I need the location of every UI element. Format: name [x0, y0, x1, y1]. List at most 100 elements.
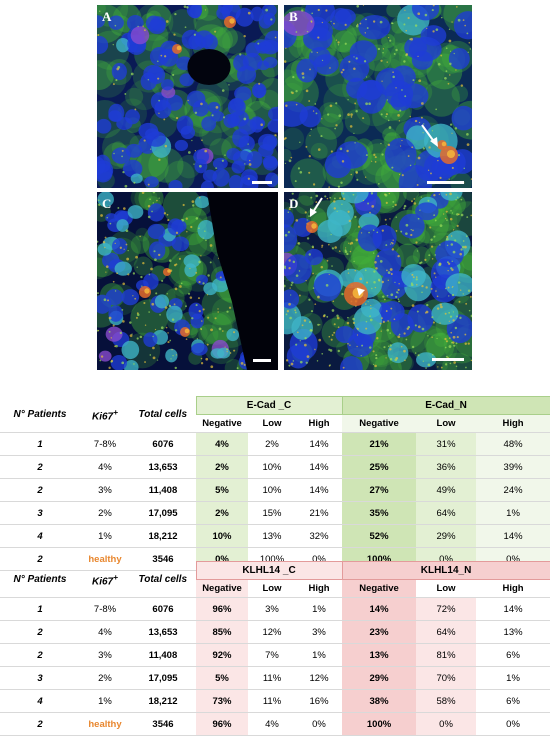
c-low-cell: 11% [248, 666, 296, 690]
c-high-cell: 1% [296, 597, 343, 621]
n-high-cell: 39% [476, 455, 550, 479]
n-low-cell: 36% [416, 455, 477, 479]
micrograph-b [284, 5, 472, 188]
c-low-cell: 15% [248, 501, 296, 525]
arrow-icon [310, 197, 323, 217]
patients-cell: 2 [0, 620, 80, 644]
ki67-cell: 4% [80, 620, 130, 644]
arrowhead-icon [357, 288, 365, 296]
col-header-patients: N° Patients [0, 561, 80, 598]
c-negative-cell: 73% [196, 689, 248, 713]
col-header-ki67: Ki67+ [80, 561, 130, 598]
n-negative-cell: 100% [342, 712, 417, 736]
micrograph-panel-b: B [284, 5, 472, 188]
patients-cell: 3 [0, 666, 80, 690]
scale-bar-b [427, 181, 464, 184]
ki67-cell: 7-8% [80, 597, 130, 621]
patients-cell: 3 [0, 501, 80, 525]
n-low-cell: 64% [416, 620, 477, 644]
total-cells-cell: 6076 [130, 432, 196, 456]
col-header-total: Total cells [130, 561, 196, 598]
ecad-subheader-row: Negative Low High Negative Low High [0, 414, 550, 433]
klhl14-group-header-row: N° Patients Ki67+ Total cells KLHL14 _C … [0, 561, 550, 598]
micrograph-a [97, 5, 278, 188]
panel-label-b: B [289, 9, 298, 24]
ki67-cell: 3% [80, 643, 130, 667]
c-negative-cell: 96% [196, 597, 248, 621]
subheader-low: Low [416, 579, 477, 598]
klhl14-subheader-row: Negative Low High Negative Low High [0, 579, 550, 598]
n-negative-cell: 21% [342, 432, 417, 456]
micrograph-panel-a: A [97, 5, 278, 188]
c-low-cell: 4% [248, 712, 296, 736]
ecad-group-header-row: N° Patients Ki67+ Total cells E-Cad _C E… [0, 396, 550, 433]
panel-label-a: A [102, 9, 112, 24]
subheader-low: Low [248, 579, 296, 598]
n-negative-cell: 38% [342, 689, 417, 713]
table-row: 2 3% 11,408 92% 7% 1% 13% 81% 6% [0, 643, 550, 667]
n-high-cell: 0% [476, 712, 550, 736]
table-row: 2 4% 13,653 85% 12% 3% 23% 64% 13% [0, 620, 550, 644]
table-row: 1 7-8% 6076 4% 2% 14% 21% 31% 48% [0, 432, 550, 456]
n-negative-cell: 52% [342, 524, 417, 548]
c-high-cell: 0% [296, 712, 343, 736]
n-high-cell: 6% [476, 689, 550, 713]
n-low-cell: 31% [416, 432, 477, 456]
n-negative-cell: 25% [342, 455, 417, 479]
patients-cell: 4 [0, 524, 80, 548]
n-high-cell: 14% [476, 524, 550, 548]
c-high-cell: 16% [296, 689, 343, 713]
total-cells-cell: 18,212 [130, 689, 196, 713]
c-negative-cell: 10% [196, 524, 248, 548]
total-cells-cell: 13,653 [130, 620, 196, 644]
c-low-cell: 10% [248, 478, 296, 502]
n-low-cell: 81% [416, 643, 477, 667]
table-row: 4 1% 18,212 73% 11% 16% 38% 58% 6% [0, 689, 550, 713]
ki67-cell: 3% [80, 478, 130, 502]
ki67-cell: 4% [80, 455, 130, 479]
n-high-cell: 14% [476, 597, 550, 621]
total-cells-cell: 6076 [130, 597, 196, 621]
table-row: 2 3% 11,408 5% 10% 14% 27% 49% 24% [0, 478, 550, 502]
patients-cell: 2 [0, 712, 80, 736]
c-high-cell: 14% [296, 478, 343, 502]
ki67-cell: healthy [80, 712, 130, 736]
group-header-ecad-n: E-Cad_N [341, 396, 550, 415]
c-low-cell: 10% [248, 455, 296, 479]
c-high-cell: 12% [296, 666, 343, 690]
c-high-cell: 1% [296, 643, 343, 667]
c-low-cell: 3% [248, 597, 296, 621]
subheader-negative: Negative [196, 414, 248, 433]
total-cells-cell: 3546 [130, 712, 196, 736]
patients-cell: 4 [0, 689, 80, 713]
n-low-cell: 72% [416, 597, 477, 621]
micrograph-c [97, 192, 278, 370]
patients-cell: 2 [0, 643, 80, 667]
c-high-cell: 32% [296, 524, 343, 548]
subheader-high: High [476, 579, 550, 598]
n-negative-cell: 14% [342, 597, 417, 621]
c-high-cell: 21% [296, 501, 343, 525]
c-negative-cell: 2% [196, 455, 248, 479]
micrograph-panel-d: D [284, 192, 472, 370]
total-cells-cell: 17,095 [130, 666, 196, 690]
c-negative-cell: 5% [196, 666, 248, 690]
group-header-klhl14-c: KLHL14 _C [195, 561, 343, 580]
n-high-cell: 6% [476, 643, 550, 667]
n-negative-cell: 35% [342, 501, 417, 525]
n-low-cell: 29% [416, 524, 477, 548]
table-row: 1 7-8% 6076 96% 3% 1% 14% 72% 14% [0, 597, 550, 621]
c-negative-cell: 5% [196, 478, 248, 502]
n-negative-cell: 29% [342, 666, 417, 690]
subheader-high: High [476, 414, 550, 433]
c-low-cell: 2% [248, 432, 296, 456]
n-low-cell: 64% [416, 501, 477, 525]
c-negative-cell: 92% [196, 643, 248, 667]
subheader-low: Low [248, 414, 296, 433]
klhl14-table: N° Patients Ki67+ Total cells KLHL14 _C … [0, 561, 550, 736]
n-negative-cell: 13% [342, 643, 417, 667]
n-negative-cell: 27% [342, 478, 417, 502]
table-row: 3 2% 17,095 2% 15% 21% 35% 64% 1% [0, 501, 550, 525]
n-low-cell: 70% [416, 666, 477, 690]
n-high-cell: 48% [476, 432, 550, 456]
